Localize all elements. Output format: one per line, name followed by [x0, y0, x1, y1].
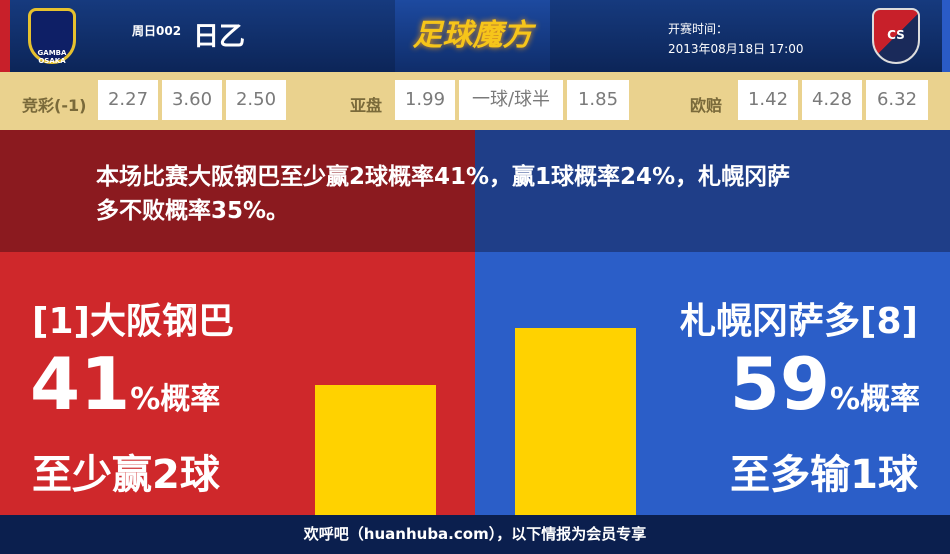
away-pct-value: 59 — [729, 342, 830, 426]
home-crest-text: GAMBA OSAKA — [37, 49, 67, 65]
jingcai-win: 2.27 — [98, 80, 158, 120]
away-team-name: 札幌冈萨多[8] — [680, 301, 918, 342]
away-team-crest-icon: CS — [872, 8, 920, 64]
kickoff-label: 开赛时间： — [668, 22, 729, 36]
footer-notice: 欢呼吧（huanhuba.com），以下情报为会员专享 — [0, 515, 950, 554]
odds-bar: 竞彩(-1) 2.27 3.60 2.50 亚盘 1.99 一球/球半 1.85… — [0, 72, 950, 130]
away-pct-suffix: %概率 — [829, 382, 920, 417]
home-team-name: [1]大阪钢巴 — [32, 301, 234, 342]
match-number: 周日002 — [132, 24, 182, 38]
home-team-crest-icon: GAMBA OSAKA — [28, 8, 76, 65]
summary-text: 本场比赛大阪钢巴至少赢2球概率41%，赢1球概率24%，札幌冈萨多不败概率35%… — [96, 164, 791, 224]
euro-lose: 6.32 — [866, 80, 928, 120]
away-outcome: 至多输1球 — [730, 452, 918, 498]
euro-draw: 4.28 — [802, 80, 862, 120]
right-stripe — [942, 0, 950, 72]
league-name: 日乙 — [193, 22, 246, 52]
home-probability: 41%概率 — [30, 342, 220, 426]
away-probability: 59%概率 — [730, 342, 920, 426]
summary-banner: 本场比赛大阪钢巴至少赢2球概率41%，赢1球概率24%，札幌冈萨多不败概率35%… — [0, 130, 950, 252]
home-outcome: 至少赢2球 — [32, 452, 220, 498]
asian-label: 亚盘 — [350, 96, 383, 115]
site-logo: 足球魔方 — [395, 0, 550, 72]
home-pct-value: 41 — [30, 342, 131, 426]
jingcai-lose: 2.50 — [226, 80, 286, 120]
home-panel: [1]大阪钢巴 41%概率 至少赢2球 — [0, 252, 475, 515]
asian-line: 一球/球半 — [459, 80, 563, 120]
left-stripe — [0, 0, 10, 72]
asian-away: 1.85 — [567, 80, 629, 120]
jingcai-draw: 3.60 — [162, 80, 222, 120]
away-crest-text: CS — [887, 28, 905, 42]
home-pct-suffix: %概率 — [130, 382, 221, 417]
euro-label: 欧赔 — [690, 96, 723, 115]
kickoff-time: 2013年08月18日 17:00 — [668, 42, 804, 56]
away-probability-bar — [515, 328, 636, 515]
match-header: GAMBA OSAKA 周日002 日乙 足球魔方 开赛时间： 2013年08月… — [0, 0, 950, 72]
jingcai-label: 竞彩(-1) — [22, 96, 87, 115]
home-probability-bar — [315, 385, 436, 515]
away-panel: 札幌冈萨多[8] 59%概率 至多输1球 — [475, 252, 950, 515]
euro-win: 1.42 — [738, 80, 798, 120]
asian-home: 1.99 — [395, 80, 455, 120]
